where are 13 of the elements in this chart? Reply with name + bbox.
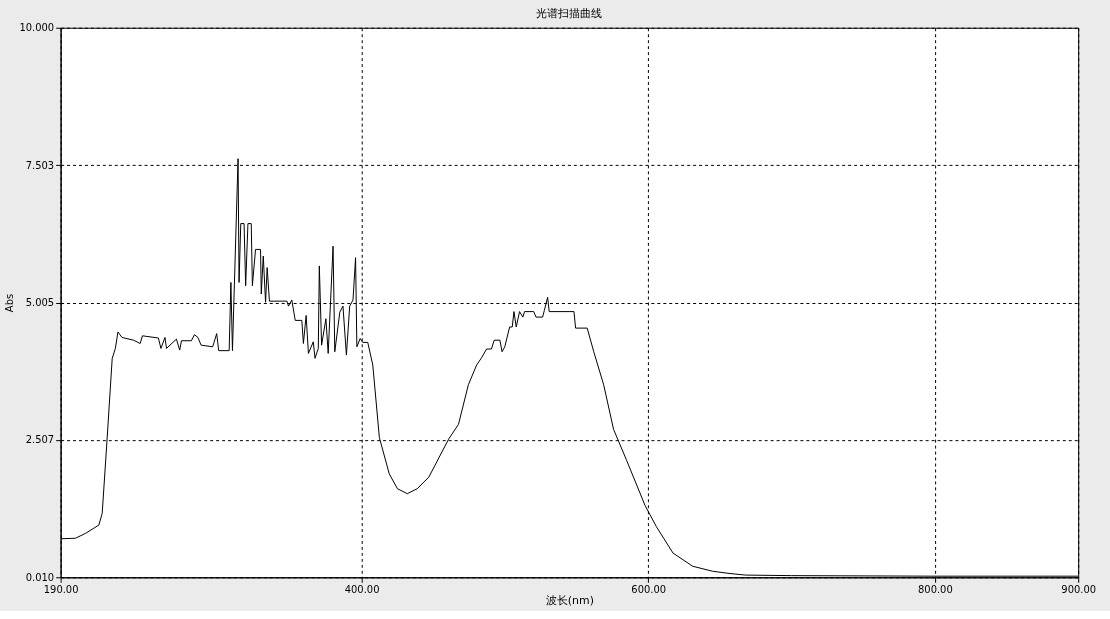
y-tick-label: 7.503 [25,159,55,171]
x-tick-label: 600.00 [631,583,667,595]
y-tick-label: 2.507 [25,434,55,446]
y-axis-title: Abs [4,293,16,313]
y-tick-label: 10.000 [19,22,55,34]
x-tick-label: 400.00 [344,583,380,595]
x-axis-title: 波长(nm) [545,593,594,607]
x-tick-label: 800.00 [918,583,953,595]
y-tick-label: 0.010 [25,571,55,583]
x-tick-label: 900.00 [1061,583,1097,595]
y-tick-label: 5.005 [25,297,55,308]
x-tick-label: 190.00 [43,583,79,595]
chart-title: 光谱扫描曲线 [536,6,603,20]
